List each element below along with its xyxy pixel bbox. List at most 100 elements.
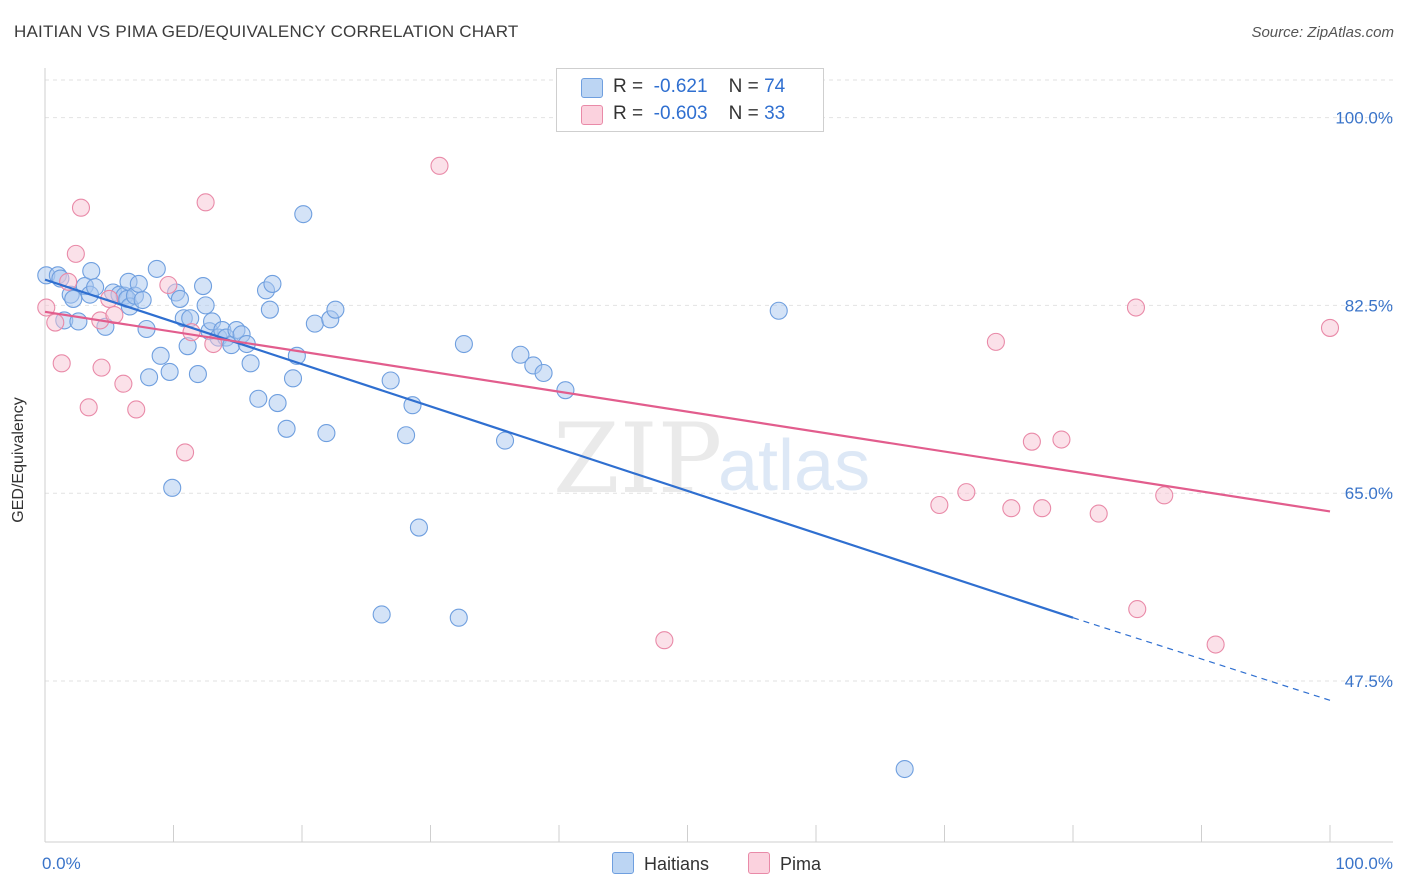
pima-point	[159, 275, 178, 295]
haitians-n-value: 74	[764, 76, 786, 97]
haitians-point	[895, 759, 914, 779]
haitians-point	[249, 389, 268, 408]
pima-point	[1126, 298, 1146, 317]
pima-point	[1155, 486, 1174, 505]
haitians-point	[188, 365, 207, 384]
haitians-point	[133, 290, 152, 310]
pima-point	[1033, 499, 1052, 518]
pima-point	[176, 443, 195, 462]
legend-label-haitians: Haitians	[644, 854, 710, 874]
pima-point	[1002, 499, 1021, 518]
pima-point	[127, 400, 146, 419]
stats-legend: R = -0.621 N = 74 R = -0.603 N = 33	[556, 68, 824, 132]
haitians-point	[268, 393, 287, 413]
legend-swatch-pima	[581, 105, 603, 125]
chart-title: HAITIAN VS PIMA GED/EQUIVALENCY CORRELAT…	[14, 22, 519, 41]
pima-point	[1128, 600, 1147, 619]
pima-point	[46, 313, 65, 332]
legend-row-pima: R = -0.603 N = 33	[557, 101, 823, 127]
tick-labels: 47.5% 65.0% 82.5% 100.0% 0.0% 100.0%	[42, 109, 1393, 873]
haitians-point	[534, 363, 553, 383]
trend-lines	[44, 278, 1331, 701]
gridlines	[45, 79, 1393, 682]
y-tick-label: 100.0%	[1335, 109, 1393, 128]
pima-point	[1089, 504, 1108, 523]
haitians-point	[129, 274, 148, 293]
pima-point	[66, 244, 85, 263]
pima-point	[1320, 318, 1340, 337]
legend-text-pima: R = -0.603 N = 33	[613, 103, 785, 125]
legend-row-haitians: R = -0.621 N = 74	[557, 74, 823, 100]
haitians-point	[317, 424, 336, 443]
n-label: N =	[728, 76, 759, 97]
axes	[44, 68, 1393, 843]
haitians-point	[381, 371, 400, 390]
haitians-trend-line	[44, 278, 1074, 619]
pima-trend-line	[44, 310, 1331, 513]
pima-point	[1022, 432, 1041, 451]
y-tick-label: 82.5%	[1345, 296, 1393, 315]
pima-point	[1052, 430, 1071, 449]
haitians-point	[147, 259, 166, 278]
y-tick-label: 47.5%	[1345, 672, 1393, 691]
haitians-trend-extension	[1072, 617, 1331, 701]
haitians-point	[372, 605, 391, 624]
pima-point	[1206, 635, 1225, 654]
legend-swatch-haitians	[612, 852, 634, 874]
haitians-point	[277, 419, 296, 438]
watermark-zip: ZIP	[553, 403, 722, 515]
pima-points	[37, 156, 1340, 654]
haitians-point	[241, 354, 260, 373]
haitians-point	[449, 608, 468, 627]
haitians-point	[194, 277, 213, 296]
haitians-point	[151, 346, 170, 365]
y-axis-label: GED/Equivalency	[10, 397, 27, 523]
haitians-point	[305, 314, 324, 333]
haitians-point	[409, 518, 428, 537]
legend-text-haitians: R = -0.621 N = 74	[613, 76, 785, 98]
n-label: N =	[728, 103, 759, 124]
pima-point	[930, 495, 949, 515]
haitians-point	[160, 362, 179, 381]
haitians-point	[170, 289, 189, 308]
haitians-point	[769, 301, 788, 320]
watermark-atlas: atlas	[718, 426, 870, 506]
haitians-r-value: -0.621	[653, 76, 708, 97]
pima-point	[655, 631, 674, 650]
haitians-point	[511, 345, 530, 364]
haitians-point	[260, 300, 279, 319]
pima-point	[986, 332, 1005, 351]
haitians-point	[454, 334, 473, 354]
haitians-point	[64, 289, 83, 308]
pima-point	[92, 358, 111, 377]
haitians-point	[263, 274, 282, 293]
haitians-point	[163, 478, 182, 497]
legend-item-pima[interactable]: Pima	[748, 852, 821, 875]
haitians-point	[326, 300, 345, 319]
legend-item-haitians[interactable]: Haitians	[612, 852, 709, 875]
pima-point	[52, 354, 71, 373]
haitians-point	[196, 296, 215, 315]
haitians-point	[82, 261, 101, 281]
haitians-point	[283, 369, 303, 388]
pima-point	[430, 156, 449, 175]
pima-point	[114, 374, 133, 393]
pima-n-value: 33	[764, 103, 786, 124]
haitians-point	[397, 426, 416, 445]
legend-swatch-haitians	[581, 78, 603, 98]
y-tick-label: 65.0%	[1345, 484, 1393, 503]
pima-point	[79, 398, 98, 417]
haitians-point	[556, 381, 575, 400]
pima-point	[957, 483, 976, 502]
pima-point	[196, 193, 215, 212]
pima-r-value: -0.603	[653, 103, 708, 124]
x-tick-label-max: 100.0%	[1335, 854, 1393, 873]
haitians-point	[140, 368, 159, 387]
legend-label-pima: Pima	[780, 854, 822, 874]
r-label: R =	[613, 103, 644, 124]
legend-swatch-pima	[748, 852, 770, 874]
x-tick-label-min: 0.0%	[42, 854, 81, 873]
pima-point	[71, 198, 91, 217]
watermark: ZIP atlas	[553, 403, 870, 515]
